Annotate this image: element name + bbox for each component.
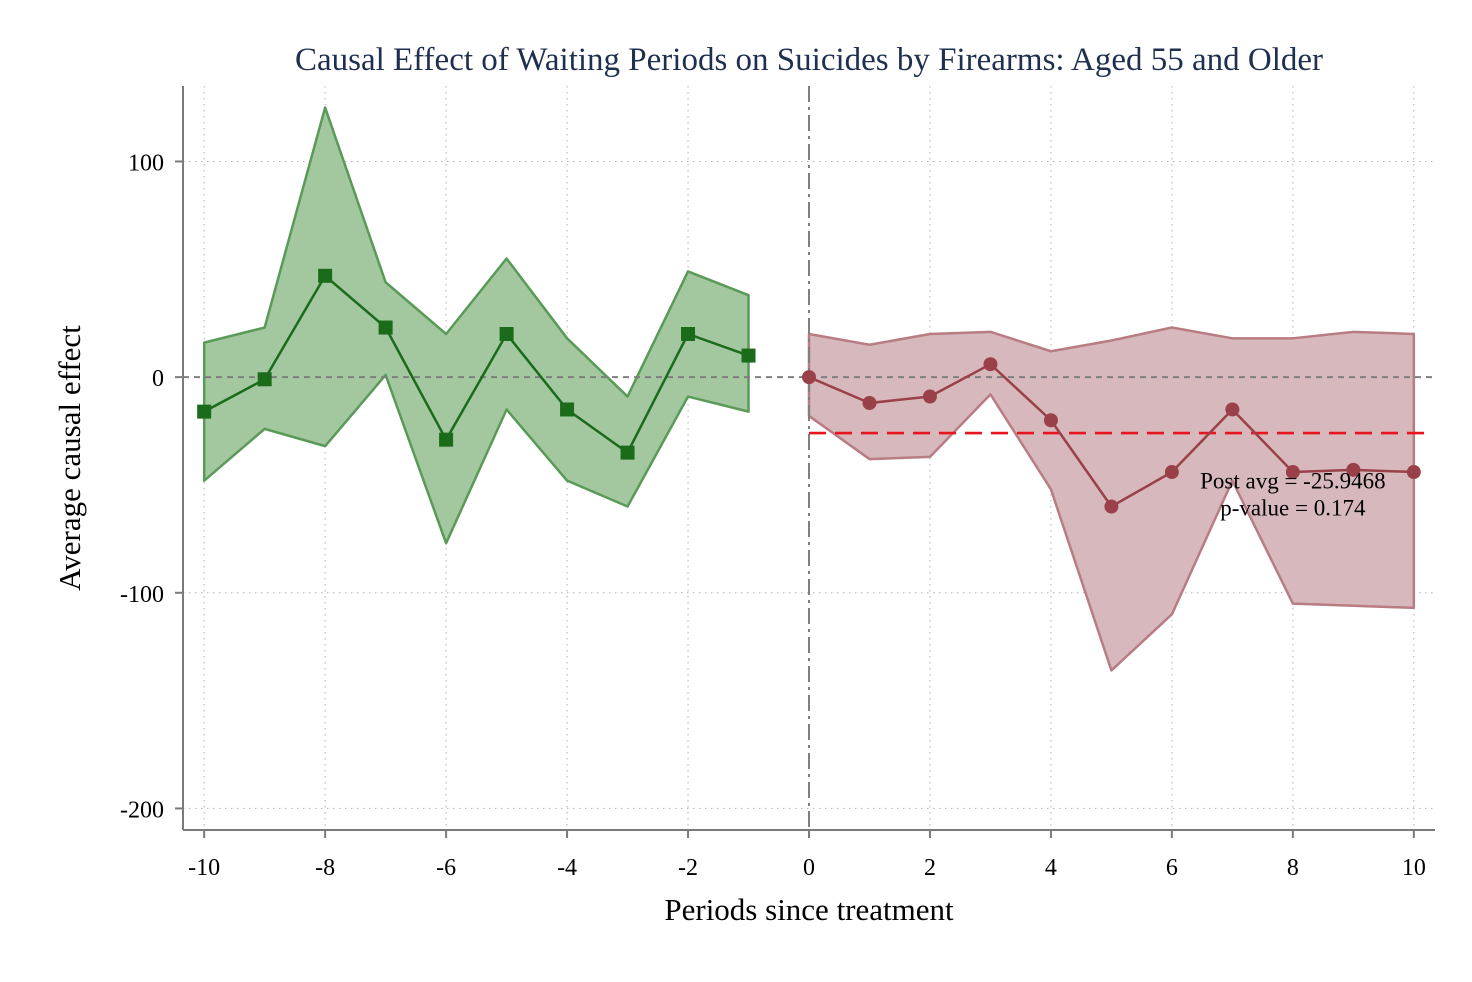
data-point-post [1225, 402, 1240, 417]
data-point-post [862, 396, 877, 411]
data-point-post [1346, 462, 1361, 477]
data-point-pre [439, 432, 454, 447]
series-line-pre [203, 274, 749, 454]
data-point-pre [318, 268, 333, 283]
data-point-pre [560, 402, 575, 417]
data-point-post [1164, 465, 1179, 480]
chart-title: Causal Effect of Waiting Periods on Suic… [295, 42, 1323, 78]
x-axis-label: Periods since treatment [664, 892, 954, 927]
y-tick-label: 100 [128, 150, 164, 176]
x-tick-label: 4 [1045, 855, 1057, 881]
data-point-post [983, 357, 998, 372]
post-avg-annotation: Post avg = -25.9468 [1200, 469, 1385, 494]
data-point-pre [378, 320, 393, 335]
data-point-pre [681, 327, 696, 341]
data-point-pre [741, 348, 756, 363]
x-tick-label: -4 [557, 855, 577, 881]
data-point-post [1406, 465, 1421, 480]
confidence-band-post [807, 326, 1416, 672]
x-tick-label: 2 [924, 855, 936, 881]
x-tick-label: -8 [315, 855, 335, 881]
data-point-post [1285, 465, 1300, 480]
data-point-pre [257, 372, 272, 387]
y-tick-label: -100 [120, 582, 164, 608]
y-tick-label: 0 [152, 366, 164, 392]
x-tick-label: 6 [1166, 855, 1178, 881]
x-tick-label: -2 [678, 855, 698, 881]
data-point-pre [197, 404, 212, 419]
x-tick-label: 0 [803, 855, 815, 881]
data-point-post [802, 370, 816, 385]
series-markers [197, 268, 1421, 514]
x-tick-label: -10 [188, 855, 220, 881]
x-tick-label: 8 [1287, 855, 1299, 881]
data-point-post [1104, 499, 1119, 514]
y-axis-label: Average causal effect [52, 325, 87, 591]
x-tick-label: -6 [436, 855, 456, 881]
y-tick-label: -200 [120, 797, 164, 823]
data-point-pre [499, 327, 514, 341]
data-point-post [1043, 413, 1058, 428]
x-tick-label: 10 [1402, 855, 1426, 881]
confidence-bands [202, 106, 1416, 672]
axes: -10 -8 -6 -4 -2 0 2 4 6 8 10 100 0 -100 -200 [120, 86, 1435, 881]
confidence-band-pre [202, 106, 750, 545]
reference-lines [183, 86, 1435, 830]
p-value-annotation: p-value = 0.174 [1220, 496, 1366, 521]
data-point-post [922, 389, 937, 404]
data-point-pre [620, 445, 635, 460]
